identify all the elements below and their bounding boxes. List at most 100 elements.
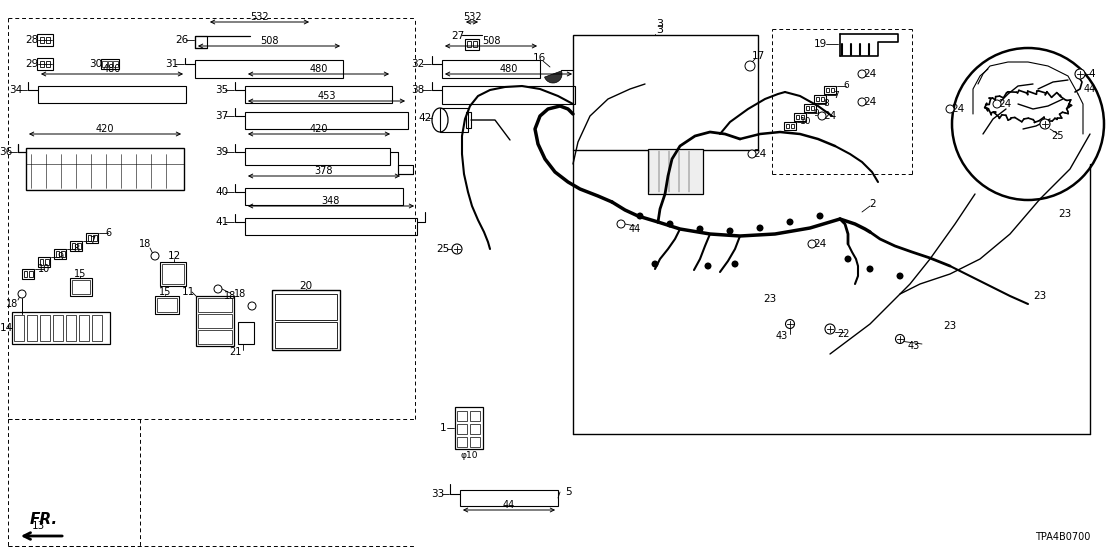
Text: 26: 26 [175,35,188,45]
Text: 32: 32 [411,59,424,69]
Text: 8: 8 [73,244,79,254]
Circle shape [786,320,794,329]
Text: 24: 24 [952,104,965,114]
Text: 23: 23 [943,321,956,331]
Bar [456,437,466,447]
Bar [465,38,479,49]
Bar [466,112,471,128]
Wedge shape [544,71,562,83]
Text: 348: 348 [321,196,340,206]
Text: 23: 23 [1058,209,1071,219]
Bar [814,95,825,104]
Text: 11: 11 [182,287,195,297]
Text: 25: 25 [437,244,450,254]
Text: 19: 19 [813,39,827,49]
Bar [470,424,480,434]
Text: 9: 9 [57,252,63,262]
Bar [271,290,340,350]
Text: 10: 10 [38,264,50,274]
Circle shape [844,255,852,263]
Circle shape [214,285,222,293]
Text: 24: 24 [998,99,1012,109]
Bar [195,36,207,48]
Text: 24: 24 [863,69,876,79]
Circle shape [697,225,704,233]
Text: 420: 420 [95,124,114,134]
Text: 18: 18 [234,289,246,299]
Circle shape [993,100,1001,108]
Circle shape [1075,69,1085,79]
Text: 24: 24 [813,239,827,249]
Bar [196,296,234,346]
Text: 40: 40 [215,187,228,197]
Text: 508: 508 [482,36,500,46]
Circle shape [946,105,954,113]
Text: 17: 17 [751,51,765,61]
Text: 532: 532 [463,12,481,22]
Circle shape [895,335,904,343]
Text: 508: 508 [259,36,278,46]
Circle shape [248,302,256,310]
Text: 420: 420 [310,124,328,134]
Bar [815,96,819,101]
Text: 480: 480 [500,64,517,74]
Text: 1: 1 [440,423,447,433]
Bar [14,315,24,341]
Text: 8: 8 [823,100,829,109]
Bar [93,235,96,240]
Bar [102,61,106,67]
Bar [440,108,468,132]
Bar [245,148,390,165]
Bar [825,88,829,93]
Bar [92,315,102,341]
Text: 13: 13 [31,521,44,531]
Bar [23,271,27,276]
Text: 12: 12 [167,251,181,261]
Text: φ10: φ10 [460,450,478,459]
Circle shape [866,265,873,273]
Bar [85,233,99,243]
Bar [442,60,540,78]
Circle shape [617,220,625,228]
Text: 15: 15 [158,287,172,297]
Circle shape [858,98,866,106]
Text: 16: 16 [532,53,545,63]
Text: TPA4B0700: TPA4B0700 [1035,532,1090,542]
Circle shape [757,224,763,232]
Bar [70,278,92,296]
Bar [70,241,82,251]
Text: 28: 28 [25,35,39,45]
Bar [470,437,480,447]
Bar [160,262,186,286]
Circle shape [452,244,462,254]
Text: 23: 23 [763,294,777,304]
Text: 44: 44 [1084,84,1096,94]
Bar [55,252,59,257]
Circle shape [896,273,903,280]
Circle shape [817,213,823,219]
Bar [61,252,64,257]
Text: 18: 18 [138,239,151,249]
Bar [470,411,480,421]
Text: 30: 30 [90,59,103,69]
Bar [824,86,835,94]
Circle shape [667,220,674,228]
Bar [38,257,50,267]
Bar [76,243,81,249]
Circle shape [636,213,644,219]
Bar [157,298,177,312]
Text: FR.: FR. [30,512,58,527]
Bar [442,86,575,104]
Circle shape [808,240,815,248]
Circle shape [858,70,866,78]
Text: 42: 42 [419,113,432,123]
Text: 38: 38 [411,85,424,95]
Bar [29,271,32,276]
Bar [40,315,50,341]
Text: 44: 44 [629,224,642,234]
Text: 4: 4 [1089,69,1096,79]
Bar [791,124,794,129]
Bar [460,490,558,506]
Bar [275,294,337,320]
Bar [238,322,254,344]
